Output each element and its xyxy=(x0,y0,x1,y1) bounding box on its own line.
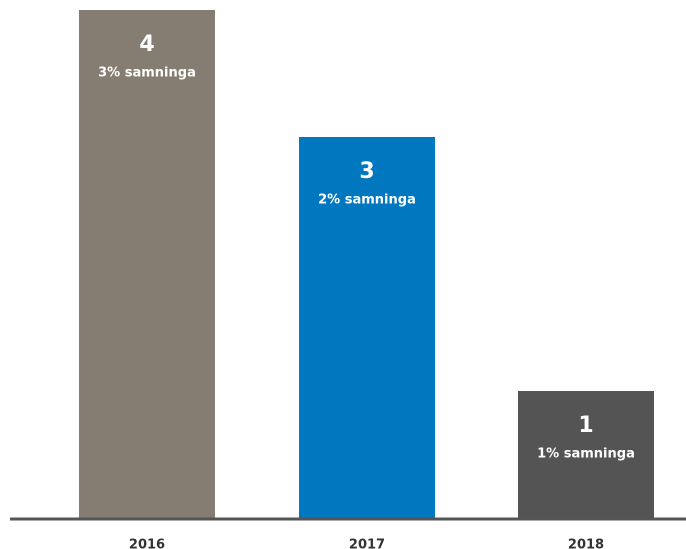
bar-annotation: 2% samninga xyxy=(318,193,416,208)
value-label: 1 xyxy=(578,413,593,438)
bar-annotation: 3% samninga xyxy=(98,66,196,81)
x-tick-label: 2018 xyxy=(568,538,604,549)
value-label: 4 xyxy=(139,32,154,57)
x-tick-label: 2016 xyxy=(129,538,165,549)
bar xyxy=(518,391,654,518)
x-tick-label: 2017 xyxy=(349,538,385,549)
bar xyxy=(299,137,435,518)
value-label: 3 xyxy=(359,159,374,184)
bar xyxy=(79,10,215,518)
bar-annotation: 1% samninga xyxy=(537,447,635,462)
